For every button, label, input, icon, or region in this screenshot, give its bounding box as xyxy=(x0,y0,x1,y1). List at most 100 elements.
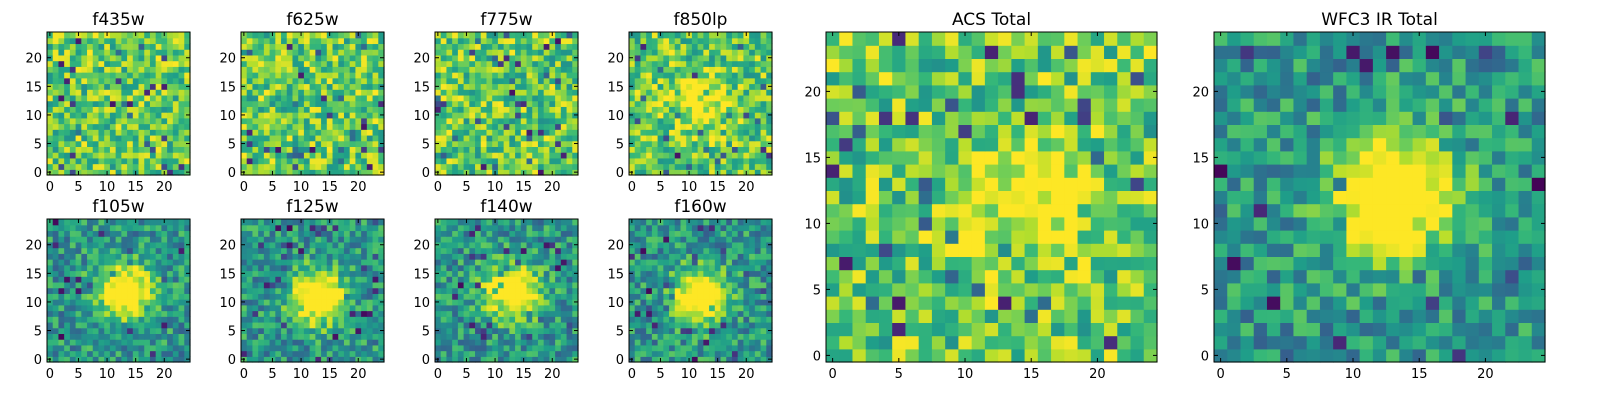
heatmap-cell xyxy=(549,253,556,260)
heatmap-cell xyxy=(52,236,60,243)
heatmap-cell xyxy=(184,77,191,85)
heatmap-cell xyxy=(252,140,259,147)
heatmap-cell xyxy=(754,134,762,142)
heatmap-cell xyxy=(475,169,482,176)
heatmap-cell xyxy=(378,344,385,352)
heatmap-cell xyxy=(526,117,533,125)
heatmap-cell xyxy=(680,270,687,277)
heatmap-cell xyxy=(275,146,282,153)
heatmap-cell xyxy=(378,253,385,260)
heatmap-cell xyxy=(184,152,191,159)
heatmap-cell xyxy=(355,253,362,260)
heatmap-cell xyxy=(680,72,687,79)
heatmap-cell xyxy=(515,327,522,334)
heatmap-cell xyxy=(349,344,356,352)
heatmap-cell xyxy=(263,37,271,45)
heatmap-cell xyxy=(452,129,459,136)
heatmap-cell xyxy=(566,106,573,113)
heatmap-cell xyxy=(343,230,351,237)
heatmap-cell xyxy=(452,299,459,306)
heatmap-cell xyxy=(657,344,664,352)
heatmap-cell xyxy=(663,281,670,289)
heatmap-cell xyxy=(731,37,739,45)
heatmap-cell xyxy=(572,77,579,85)
heatmap-cell xyxy=(87,66,94,73)
heatmap-cell xyxy=(669,49,676,56)
heatmap-cell xyxy=(252,253,259,260)
heatmap-cell xyxy=(58,157,65,165)
heatmap-cell xyxy=(52,310,60,317)
heatmap-cell xyxy=(703,37,710,45)
heatmap-cell xyxy=(115,287,122,294)
heatmap-cell xyxy=(309,134,316,142)
heatmap-cell xyxy=(321,163,328,170)
heatmap-cell xyxy=(726,316,733,323)
heatmap-cell xyxy=(52,224,60,232)
heatmap-cell xyxy=(132,112,140,119)
heatmap-cell xyxy=(303,77,311,85)
heatmap-cell xyxy=(669,316,676,323)
heatmap-cell xyxy=(167,83,174,90)
heatmap-cell xyxy=(555,129,562,136)
heatmap-cell xyxy=(178,49,185,56)
heatmap-cell xyxy=(275,259,282,266)
heatmap-cell xyxy=(372,333,379,340)
heatmap-cell xyxy=(69,94,77,102)
heatmap-cell xyxy=(178,163,185,170)
heatmap-cell xyxy=(246,83,254,90)
heatmap-cell xyxy=(440,32,448,39)
heatmap-cell xyxy=(332,163,339,170)
heatmap-cell xyxy=(338,287,345,294)
heatmap-cell xyxy=(149,54,157,62)
heatmap-cell xyxy=(298,117,305,125)
heatmap-cell xyxy=(246,339,254,346)
heatmap-cell xyxy=(286,112,294,119)
heatmap-cell xyxy=(686,94,693,102)
heatmap-cell xyxy=(440,344,448,352)
heatmap-cell xyxy=(275,236,282,243)
heatmap-cell xyxy=(503,230,510,237)
heatmap-cell xyxy=(92,117,100,125)
heatmap-cell xyxy=(303,163,311,170)
heatmap-cell xyxy=(332,32,339,39)
heatmap-cell xyxy=(629,94,636,102)
heatmap-cell xyxy=(754,60,762,67)
heatmap-cell xyxy=(497,321,505,329)
heatmap-cell xyxy=(138,230,145,237)
heatmap-cell xyxy=(104,236,111,243)
heatmap-cell xyxy=(127,247,134,254)
heatmap-cell xyxy=(246,304,254,312)
heatmap-cell xyxy=(555,287,562,294)
heatmap-cell xyxy=(669,89,676,96)
heatmap-cell xyxy=(178,83,185,90)
heatmap-cell xyxy=(343,134,351,142)
heatmap-cell xyxy=(503,77,510,85)
heatmap-cell xyxy=(98,247,105,254)
heatmap-cell xyxy=(492,224,499,232)
heatmap-cell xyxy=(709,276,716,283)
heatmap-cell xyxy=(167,152,174,159)
heatmap-cell xyxy=(75,163,82,170)
heatmap-cell xyxy=(731,117,739,125)
heatmap-cell xyxy=(463,270,470,277)
heatmap-cell xyxy=(303,264,311,272)
x-tick-label: 15 xyxy=(321,367,338,382)
heatmap-cell xyxy=(298,123,305,130)
heatmap-cell xyxy=(480,321,488,329)
heatmap-cell xyxy=(457,219,465,226)
heatmap-cell xyxy=(132,224,140,232)
heatmap-cell xyxy=(115,83,122,90)
heatmap-cell xyxy=(463,146,470,153)
heatmap-cell xyxy=(332,49,339,56)
heatmap-cell xyxy=(115,293,122,300)
heatmap-cell xyxy=(469,83,476,90)
heatmap-cell xyxy=(98,253,105,260)
heatmap-cell xyxy=(115,43,122,50)
heatmap-cell xyxy=(452,293,459,300)
heatmap-cell xyxy=(258,321,265,329)
heatmap-cell xyxy=(669,106,676,113)
heatmap-cell xyxy=(355,134,362,142)
heatmap-cell xyxy=(275,293,282,300)
heatmap-cell xyxy=(509,253,516,260)
heatmap-cell xyxy=(286,134,294,142)
